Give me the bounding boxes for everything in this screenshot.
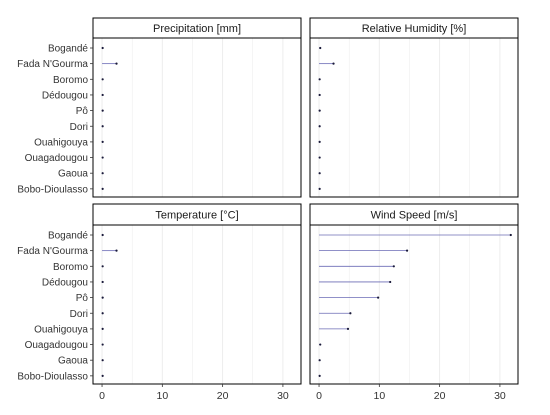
- facet-strip: [309, 203, 519, 226]
- y-tick-label: Gaoua: [58, 356, 88, 367]
- facet-strip: [309, 17, 519, 39]
- x-tick-label: 10: [373, 390, 385, 402]
- lollipop-point: [101, 327, 104, 330]
- y-tick-label: Pô: [76, 293, 89, 304]
- lollipop-point: [101, 140, 104, 143]
- lollipop-point: [319, 46, 322, 50]
- lollipop-point: [318, 140, 321, 143]
- panel-background: [310, 38, 518, 197]
- panel-2: Relative Humidity [%]: [309, 17, 519, 198]
- lollipop-point: [318, 93, 321, 97]
- lollipop-point: [101, 374, 104, 377]
- lollipop-point: [392, 265, 395, 268]
- x-tick-label: 20: [434, 390, 446, 402]
- facet-strip-label: Precipitation [mm]: [153, 23, 241, 35]
- lollipop-point: [101, 125, 104, 128]
- lollipop-point: [101, 93, 104, 97]
- lollipop-point: [101, 343, 104, 346]
- panel-1: Precipitation [mm] Bogandé Fada N'Gourma Bo…: [17, 17, 302, 198]
- facet-strip-label: Relative Humidity [%]: [362, 23, 467, 35]
- y-tick-label: Bobo-Dioulasso: [17, 371, 88, 382]
- lollipop-point: [101, 233, 104, 237]
- lollipop-point: [101, 46, 104, 50]
- lollipop-point: [101, 265, 104, 268]
- facet-strip: [92, 17, 302, 39]
- y-tick-label: Pô: [76, 106, 89, 117]
- facet-strip: [92, 203, 302, 226]
- lollipop-point: [318, 374, 321, 377]
- panel-4: Wind Speed [m/s] 0 10 20 30: [309, 203, 519, 402]
- panel-background: [93, 225, 301, 384]
- lollipop-point: [101, 296, 104, 299]
- y-tick-label: Ouahigouya: [34, 137, 88, 148]
- y-tick-label: Dori: [70, 122, 88, 133]
- lollipop-point: [101, 312, 104, 315]
- lollipop-point: [101, 156, 104, 159]
- lollipop-point: [346, 327, 350, 330]
- lollipop-point: [115, 62, 118, 65]
- panel-background: [93, 38, 301, 197]
- facet-strip-label: Temperature [°C]: [155, 210, 238, 222]
- x-tick-label: 0: [99, 390, 105, 402]
- panel-background: [310, 225, 518, 384]
- x-tick-label: 20: [217, 390, 229, 402]
- y-tick-label: Boromo: [53, 262, 88, 273]
- lollipop-point: [318, 187, 321, 190]
- lollipop-point: [101, 280, 104, 284]
- lollipop-point: [318, 78, 321, 81]
- lollipop-point: [318, 172, 321, 175]
- lollipop-point: [101, 109, 104, 112]
- y-tick-label: Ouagadougou: [25, 153, 88, 164]
- y-tick-label: Bogandé: [48, 44, 88, 55]
- x-tick-label: 30: [277, 390, 289, 402]
- lollipop-point: [318, 359, 321, 362]
- lollipop-point: [319, 343, 322, 346]
- lollipop-point: [318, 109, 321, 112]
- lollipop-point: [405, 249, 409, 252]
- lollipop-point: [332, 62, 335, 65]
- y-tick-label: Gaoua: [58, 169, 88, 180]
- lollipop-point: [101, 78, 104, 81]
- y-tick-label: Dédougou: [42, 277, 88, 288]
- y-tick-label: Boromo: [53, 75, 88, 86]
- lollipop-point: [115, 249, 118, 252]
- lollipop-point: [318, 156, 321, 159]
- lollipop-point: [101, 187, 104, 190]
- lollipop-point: [509, 233, 512, 237]
- lollipop-point: [318, 125, 321, 128]
- y-tick-label: Dori: [70, 309, 88, 320]
- y-tick-label: Fada N'Gourma: [17, 246, 88, 257]
- panel-3: Temperature [°C] Bogandé Fada N'Gourma Boro…: [17, 203, 302, 402]
- y-tick-label: Dédougou: [42, 90, 88, 101]
- lollipop-point: [389, 280, 392, 284]
- lollipop-point: [101, 359, 104, 362]
- y-tick-label: Bobo-Dioulasso: [17, 184, 88, 195]
- y-tick-label: Fada N'Gourma: [17, 59, 88, 70]
- y-tick-label: Bogandé: [48, 231, 88, 242]
- y-tick-label: Ouagadougou: [25, 340, 88, 351]
- x-tick-label: 10: [156, 390, 168, 402]
- lollipop-point: [377, 296, 380, 299]
- x-tick-label: 0: [316, 390, 322, 402]
- y-tick-label: Ouahigouya: [34, 324, 88, 335]
- lollipop-point: [101, 172, 104, 175]
- lollipop-point: [349, 312, 352, 315]
- x-tick-label: 30: [494, 390, 506, 402]
- facet-strip-label: Wind Speed [m/s]: [371, 210, 458, 222]
